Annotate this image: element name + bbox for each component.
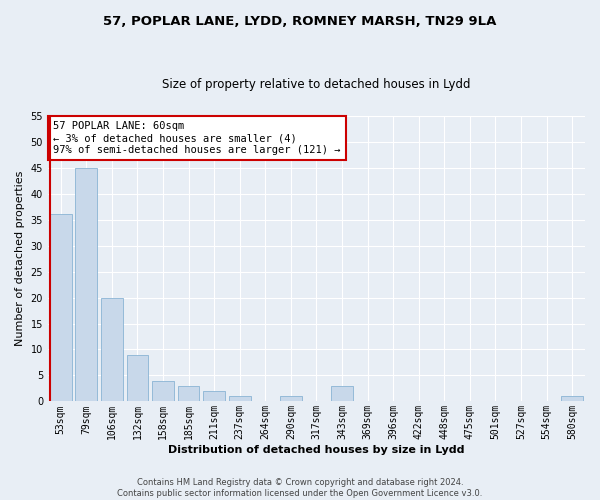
Text: 57 POPLAR LANE: 60sqm
← 3% of detached houses are smaller (4)
97% of semi-detach: 57 POPLAR LANE: 60sqm ← 3% of detached h… [53, 122, 341, 154]
Bar [50, 214, 71, 402]
Text: 57, POPLAR LANE, LYDD, ROMNEY MARSH, TN29 9LA: 57, POPLAR LANE, LYDD, ROMNEY MARSH, TN2… [103, 15, 497, 28]
Text: Contains HM Land Registry data © Crown copyright and database right 2024.
Contai: Contains HM Land Registry data © Crown c… [118, 478, 482, 498]
Bar [562, 396, 583, 402]
Bar [152, 380, 174, 402]
Bar [178, 386, 199, 402]
Bar [280, 396, 302, 402]
Bar [203, 391, 225, 402]
Title: Size of property relative to detached houses in Lydd: Size of property relative to detached ho… [162, 78, 471, 91]
Y-axis label: Number of detached properties: Number of detached properties [15, 171, 25, 346]
Bar [127, 354, 148, 402]
Bar [331, 386, 353, 402]
X-axis label: Distribution of detached houses by size in Lydd: Distribution of detached houses by size … [168, 445, 465, 455]
Bar [76, 168, 97, 402]
Bar [101, 298, 123, 402]
Bar [229, 396, 251, 402]
